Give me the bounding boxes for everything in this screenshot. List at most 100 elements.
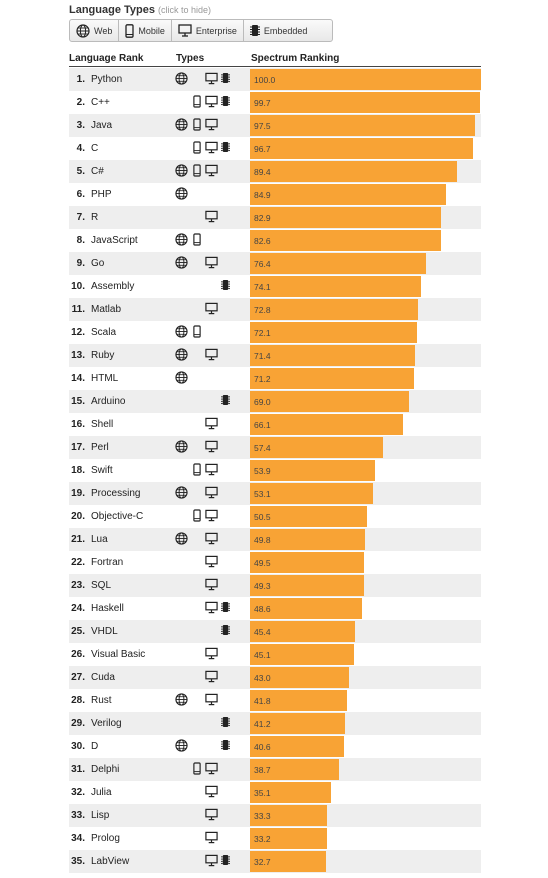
globe-icon [175, 187, 188, 203]
rank-number: 1. [76, 74, 85, 85]
rank-number: 17. [71, 442, 85, 453]
language-name: Ruby [91, 350, 115, 361]
rank-number: 21. [71, 534, 85, 545]
ranking-score: 43.0 [254, 673, 271, 683]
ranking-bar [250, 322, 417, 343]
table-row: 11. Matlab 72.8 [69, 298, 481, 321]
table-row: 21. Lua 49.8 [69, 528, 481, 551]
language-name: R [91, 212, 99, 223]
rank-number: 9. [76, 258, 85, 269]
ranking-bar [250, 184, 446, 205]
language-types [175, 417, 245, 431]
header-divider [69, 66, 481, 67]
web-toggle-button[interactable]: Web [70, 20, 120, 41]
mobile-toggle-button[interactable]: Mobile [119, 20, 172, 41]
language-types [175, 302, 245, 316]
language-types [175, 831, 245, 845]
language-types [175, 624, 245, 638]
ranking-score: 89.4 [254, 167, 271, 177]
ranking-bar [250, 690, 347, 711]
table-row: 7. R 82.9 [69, 206, 481, 229]
language-types-filter: Language Types (click to hide) Web Mobile… [69, 4, 333, 42]
embedded-toggle-button[interactable]: Embedded [244, 20, 314, 41]
ranking-bar [250, 575, 364, 596]
desktop-monitor-icon [205, 72, 218, 88]
ranking-bar [250, 207, 441, 228]
ranking-score: 72.8 [254, 305, 271, 315]
desktop-monitor-icon [205, 693, 218, 709]
rank-number: 12. [71, 327, 85, 338]
language-types [175, 95, 245, 109]
ranking-score: 49.5 [254, 558, 271, 568]
desktop-monitor-icon [205, 486, 218, 502]
rank-number: 31. [71, 764, 85, 775]
rank-number: 20. [71, 511, 85, 522]
ranking-score: 35.1 [254, 788, 271, 798]
ranking-score: 82.9 [254, 213, 271, 223]
table-row: 8. JavaScript 82.6 [69, 229, 481, 252]
language-name: Assembly [91, 281, 135, 292]
rank-number: 33. [71, 810, 85, 821]
table-row: 16. Shell 66.1 [69, 413, 481, 436]
rank-number: 29. [71, 718, 85, 729]
language-name: Cuda [91, 672, 115, 683]
ranking-score: 53.1 [254, 489, 271, 499]
ranking-score: 38.7 [254, 765, 271, 775]
language-ranking-table: 1. Python 100.0 2. C++ 99.7 3. Java 97.5 4. C 96.7 5… [69, 68, 481, 873]
rank-number: 26. [71, 649, 85, 660]
ranking-bar [250, 460, 375, 481]
type-toggle-group: Web Mobile Enterprise Embedded [69, 19, 333, 42]
table-row: 29. Verilog 41.2 [69, 712, 481, 735]
chip-icon [221, 95, 230, 110]
table-row: 13. Ruby 71.4 [69, 344, 481, 367]
filter-title: Language Types (click to hide) [69, 4, 333, 16]
table-row: 14. HTML 71.2 [69, 367, 481, 390]
language-types [175, 440, 245, 454]
language-name: Visual Basic [91, 649, 146, 660]
desktop-monitor-icon [205, 831, 218, 847]
table-row: 30. D 40.6 [69, 735, 481, 758]
ranking-bar [250, 138, 473, 159]
ranking-score: 41.2 [254, 719, 271, 729]
language-name: Matlab [91, 304, 122, 315]
ranking-bar [250, 230, 441, 251]
rank-number: 11. [71, 304, 85, 315]
globe-icon [175, 233, 188, 249]
desktop-monitor-icon [205, 210, 218, 226]
mobile-phone-icon [193, 141, 201, 157]
table-row: 34. Prolog 33.2 [69, 827, 481, 850]
enterprise-toggle-label: Enterprise [195, 25, 237, 36]
table-row: 24. Haskell 48.6 [69, 597, 481, 620]
table-row: 32. Julia 35.1 [69, 781, 481, 804]
chip-icon [221, 739, 230, 754]
desktop-monitor-icon [205, 808, 218, 824]
ranking-score: 82.6 [254, 236, 271, 246]
table-row: 12. Scala 72.1 [69, 321, 481, 344]
chip-icon [221, 601, 230, 616]
chip-icon [221, 716, 230, 731]
ranking-score: 53.9 [254, 466, 271, 476]
click-to-hide-link[interactable]: (click to hide) [157, 5, 211, 15]
language-types [175, 72, 245, 86]
score-column-header[interactable]: Spectrum Ranking [251, 53, 340, 64]
types-column-header: Types [176, 53, 205, 64]
language-types [175, 348, 245, 362]
language-types [175, 509, 245, 523]
table-row: 10. Assembly 74.1 [69, 275, 481, 298]
web-toggle-label: Web [94, 25, 113, 36]
ranking-score: 76.4 [254, 259, 271, 269]
table-row: 25. VHDL 45.4 [69, 620, 481, 643]
language-types [175, 785, 245, 799]
ranking-bar [250, 299, 418, 320]
ranking-score: 49.8 [254, 535, 271, 545]
ranking-bar [250, 759, 339, 780]
language-types [175, 486, 245, 500]
language-types [175, 279, 245, 293]
language-name: Julia [91, 787, 112, 798]
ranking-score: 33.2 [254, 834, 271, 844]
rank-column-header[interactable]: Language Rank [69, 53, 144, 64]
enterprise-toggle-button[interactable]: Enterprise [172, 20, 244, 41]
mobile-phone-icon [193, 95, 201, 111]
rank-number: 24. [71, 603, 85, 614]
ranking-bar [250, 368, 414, 389]
